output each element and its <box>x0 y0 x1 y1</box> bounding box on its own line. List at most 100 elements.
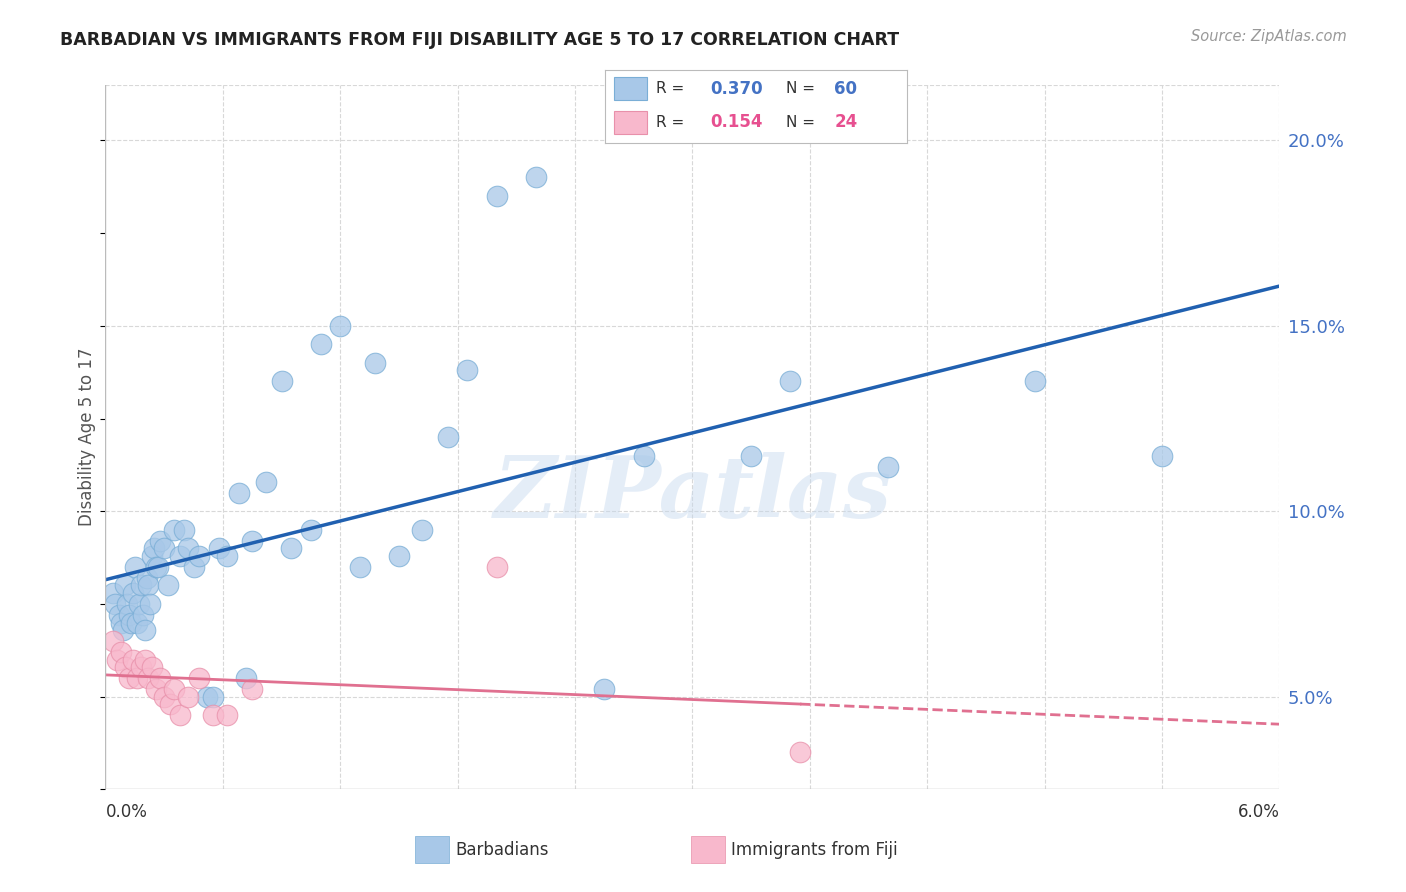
Point <box>169 549 191 563</box>
Point <box>159 697 181 711</box>
Point <box>299 523 322 537</box>
Point <box>134 652 156 666</box>
FancyBboxPatch shape <box>613 77 647 100</box>
Point <box>176 541 198 556</box>
Point <box>215 708 238 723</box>
Point <box>240 682 263 697</box>
Point <box>128 597 150 611</box>
Point <box>148 560 170 574</box>
Point <box>114 578 136 592</box>
Point <box>485 560 508 574</box>
Point <box>110 645 132 659</box>
Point <box>118 608 141 623</box>
Text: 6.0%: 6.0% <box>1237 803 1279 821</box>
Point <box>411 523 433 537</box>
Point <box>877 459 900 474</box>
Point <box>125 671 148 685</box>
Point <box>195 690 218 704</box>
Text: Source: ZipAtlas.com: Source: ZipAtlas.com <box>1191 29 1347 44</box>
Point <box>1150 449 1173 463</box>
Point <box>228 485 250 500</box>
Point <box>202 690 225 704</box>
Point <box>740 449 762 463</box>
Text: Barbadians: Barbadians <box>456 840 550 859</box>
Point <box>112 623 135 637</box>
Point <box>309 337 332 351</box>
Point <box>176 690 198 704</box>
Text: 0.154: 0.154 <box>710 113 763 131</box>
FancyBboxPatch shape <box>613 111 647 134</box>
Point <box>188 549 211 563</box>
Point <box>143 541 166 556</box>
Point <box>103 634 125 648</box>
Point <box>485 189 508 203</box>
Point <box>138 671 160 685</box>
Point <box>173 523 195 537</box>
Point <box>138 578 160 592</box>
Point <box>115 597 138 611</box>
Point <box>139 597 162 611</box>
Point <box>149 671 172 685</box>
Text: R =: R = <box>657 115 685 129</box>
Point <box>105 652 128 666</box>
Point <box>329 318 352 333</box>
Point <box>280 541 302 556</box>
Point <box>120 615 142 630</box>
Point <box>145 682 167 697</box>
Text: 0.0%: 0.0% <box>105 803 148 821</box>
Point <box>524 170 547 185</box>
FancyBboxPatch shape <box>690 837 724 863</box>
Point <box>135 571 157 585</box>
Point <box>103 586 125 600</box>
Point <box>153 690 176 704</box>
Point <box>188 671 211 685</box>
Point <box>270 375 292 389</box>
Point <box>104 597 127 611</box>
Y-axis label: Disability Age 5 to 17: Disability Age 5 to 17 <box>77 348 96 526</box>
Text: 60: 60 <box>834 79 858 97</box>
Point <box>254 475 277 489</box>
Point <box>364 356 387 370</box>
Point <box>125 615 148 630</box>
Point <box>153 541 176 556</box>
Point <box>141 660 163 674</box>
Point <box>131 608 153 623</box>
Text: N =: N = <box>786 115 815 129</box>
Point <box>169 708 191 723</box>
Point <box>163 682 186 697</box>
Point <box>202 708 225 723</box>
Point <box>129 660 152 674</box>
Point <box>108 608 131 623</box>
Text: 0.370: 0.370 <box>710 79 763 97</box>
Text: BARBADIAN VS IMMIGRANTS FROM FIJI DISABILITY AGE 5 TO 17 CORRELATION CHART: BARBADIAN VS IMMIGRANTS FROM FIJI DISABI… <box>60 31 900 49</box>
Text: 24: 24 <box>834 113 858 131</box>
Point <box>114 660 136 674</box>
Point <box>129 578 152 592</box>
Point <box>121 586 143 600</box>
Point <box>235 671 257 685</box>
Point <box>779 375 801 389</box>
Point <box>208 541 231 556</box>
Point <box>183 560 205 574</box>
Point <box>456 363 478 377</box>
Point <box>124 560 146 574</box>
Point <box>1024 375 1046 389</box>
FancyBboxPatch shape <box>415 837 450 863</box>
Point <box>789 745 811 759</box>
Text: ZIPatlas: ZIPatlas <box>494 451 891 535</box>
Point <box>349 560 371 574</box>
Point <box>121 652 143 666</box>
Point <box>240 533 263 548</box>
Point <box>118 671 141 685</box>
Point <box>134 623 156 637</box>
Point <box>141 549 163 563</box>
Point <box>215 549 238 563</box>
Point <box>145 560 167 574</box>
Text: Immigrants from Fiji: Immigrants from Fiji <box>731 840 897 859</box>
Point <box>437 430 460 444</box>
Point <box>633 449 655 463</box>
Point <box>110 615 132 630</box>
Text: R =: R = <box>657 81 685 96</box>
Point <box>163 523 186 537</box>
Point <box>593 682 616 697</box>
